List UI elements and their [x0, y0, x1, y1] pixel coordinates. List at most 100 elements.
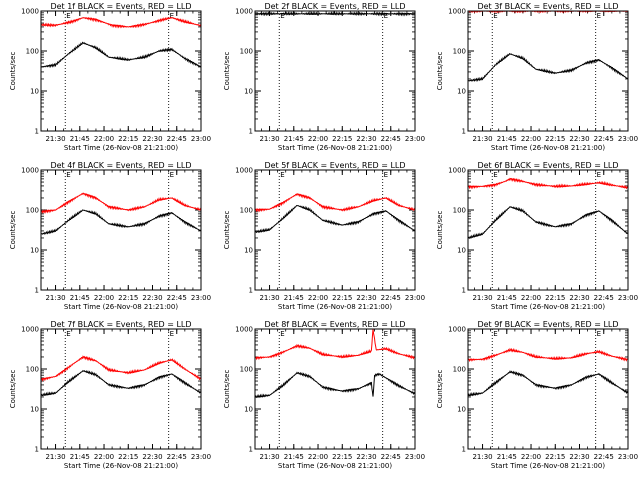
y-tick-label: 100: [240, 207, 253, 215]
x-axis-label: Start Time (26-Nov-08 21:21:00): [278, 144, 392, 152]
x-tick-label: 22:15: [332, 453, 352, 461]
events-series-line: [254, 204, 416, 234]
y-axis-label: Counts/sec: [436, 211, 444, 250]
x-tick-label: 21:45: [284, 135, 304, 143]
chart-panel-7: Det 7f BLACK = Events, RED = LLD 1 10 100 10…: [9, 320, 211, 470]
event-marker-label: E: [384, 330, 388, 338]
chart-panel-8: Det 8f BLACK = Events, RED = LLD 1 10 100 10…: [223, 320, 425, 470]
events-series-line: [40, 369, 202, 397]
y-tick-label: 100: [240, 366, 253, 374]
events-series-line: [254, 11, 415, 17]
x-tick-label: 21:45: [497, 294, 517, 302]
y-tick-label: 100: [453, 207, 466, 215]
chart-panel-4: Det 4f BLACK = Events, RED = LLD 1 10 100 10…: [9, 161, 211, 311]
x-tick-label: 21:45: [284, 294, 304, 302]
y-tick-label: 10: [244, 247, 253, 255]
y-tick-label: 1: [462, 446, 466, 454]
events-series-line: [467, 206, 629, 239]
events-series-line: [467, 370, 629, 397]
y-axis-label: Counts/sec: [436, 370, 444, 409]
lld-series-line: [40, 16, 202, 29]
panel-title: Det 3f BLACK = Events, RED = LLD: [477, 2, 618, 11]
event-marker-label: E: [493, 12, 497, 20]
y-axis-label: Counts/sec: [436, 52, 444, 91]
x-tick-label: 22:30: [569, 135, 589, 143]
x-tick-label: 21:30: [45, 453, 65, 461]
y-tick-label: 10: [30, 247, 39, 255]
chart-panel-5: Det 5f BLACK = Events, RED = LLD 1 10 100 10…: [223, 161, 425, 311]
y-tick-label: 1000: [235, 8, 253, 16]
x-tick-label: 22:45: [381, 135, 401, 143]
x-tick-label: 21:30: [259, 453, 279, 461]
y-tick-label: 1000: [21, 8, 39, 16]
x-axis-label: Start Time (26-Nov-08 21:21:00): [278, 303, 392, 311]
events-series-line: [254, 371, 416, 398]
event-marker-label: E: [597, 171, 601, 179]
events-series-line: [40, 209, 202, 235]
x-tick-label: 23:00: [618, 294, 638, 302]
events-series-line: [40, 41, 202, 68]
y-tick-label: 100: [240, 48, 253, 56]
lld-series-line: [254, 328, 416, 361]
x-tick-label: 23:00: [405, 453, 425, 461]
x-tick-label: 22:00: [308, 294, 328, 302]
x-tick-label: 22:00: [94, 294, 114, 302]
x-tick-label: 22:15: [545, 453, 565, 461]
event-marker-label: E: [493, 171, 497, 179]
panel-title: Det 4f BLACK = Events, RED = LLD: [50, 161, 191, 170]
x-axis-label: Start Time (26-Nov-08 21:21:00): [491, 462, 605, 470]
y-tick-label: 1000: [235, 326, 253, 334]
y-tick-label: 1: [249, 128, 253, 136]
panel-title: Det 2f BLACK = Events, RED = LLD: [264, 2, 405, 11]
panel-title: Det 8f BLACK = Events, RED = LLD: [264, 320, 405, 329]
x-axis-label: Start Time (26-Nov-08 21:21:00): [491, 303, 605, 311]
x-tick-label: 22:45: [167, 453, 187, 461]
y-tick-label: 10: [457, 406, 466, 414]
y-axis-label: Counts/sec: [9, 370, 17, 409]
x-tick-label: 21:45: [284, 453, 304, 461]
x-tick-label: 22:00: [308, 135, 328, 143]
x-tick-label: 22:30: [569, 294, 589, 302]
event-marker-label: E: [170, 330, 174, 338]
x-tick-label: 21:45: [497, 135, 517, 143]
chart-panel-1: Det 1f BLACK = Events, RED = LLD 1 10 100 10…: [9, 2, 211, 152]
x-tick-label: 23:00: [405, 135, 425, 143]
x-tick-label: 21:30: [472, 135, 492, 143]
chart-panel-2: Det 2f BLACK = Events, RED = LLD 1 10 100 10…: [223, 2, 425, 152]
y-tick-label: 10: [457, 88, 466, 96]
y-tick-label: 1000: [21, 167, 39, 175]
y-axis-label: Counts/sec: [223, 370, 231, 409]
y-tick-label: 100: [26, 366, 39, 374]
x-tick-label: 22:15: [332, 294, 352, 302]
chart-panel-3: Det 3f BLACK = Events, RED = LLD 1 10 100 10…: [436, 2, 638, 152]
x-tick-label: 21:45: [70, 135, 90, 143]
event-marker-label: E: [384, 171, 388, 179]
x-tick-label: 22:00: [94, 453, 114, 461]
chart-panel-6: Det 6f BLACK = Events, RED = LLD 1 10 100 10…: [436, 161, 638, 311]
x-tick-label: 21:30: [45, 294, 65, 302]
x-tick-label: 22:45: [594, 135, 614, 143]
x-tick-label: 22:30: [356, 135, 376, 143]
x-tick-label: 22:30: [356, 453, 376, 461]
plot-frame: [254, 169, 416, 291]
y-tick-label: 1000: [235, 167, 253, 175]
x-tick-label: 22:15: [118, 135, 138, 143]
x-tick-label: 22:00: [521, 135, 541, 143]
x-tick-label: 22:30: [569, 453, 589, 461]
y-tick-label: 10: [457, 247, 466, 255]
y-tick-label: 1: [35, 287, 39, 295]
x-tick-label: 21:45: [70, 294, 90, 302]
x-axis-label: Start Time (26-Nov-08 21:21:00): [64, 303, 178, 311]
event-marker-label: E: [597, 12, 601, 20]
event-marker-label: E: [170, 12, 174, 20]
x-axis-label: Start Time (26-Nov-08 21:21:00): [278, 462, 392, 470]
x-tick-label: 22:45: [381, 453, 401, 461]
event-marker-label: E: [280, 12, 284, 20]
x-tick-label: 23:00: [618, 453, 638, 461]
plot-frame: [40, 328, 202, 450]
y-tick-label: 1: [35, 128, 39, 136]
panel-title: Det 5f BLACK = Events, RED = LLD: [264, 161, 405, 170]
x-tick-label: 22:30: [142, 453, 162, 461]
y-axis-label: Counts/sec: [223, 211, 231, 250]
